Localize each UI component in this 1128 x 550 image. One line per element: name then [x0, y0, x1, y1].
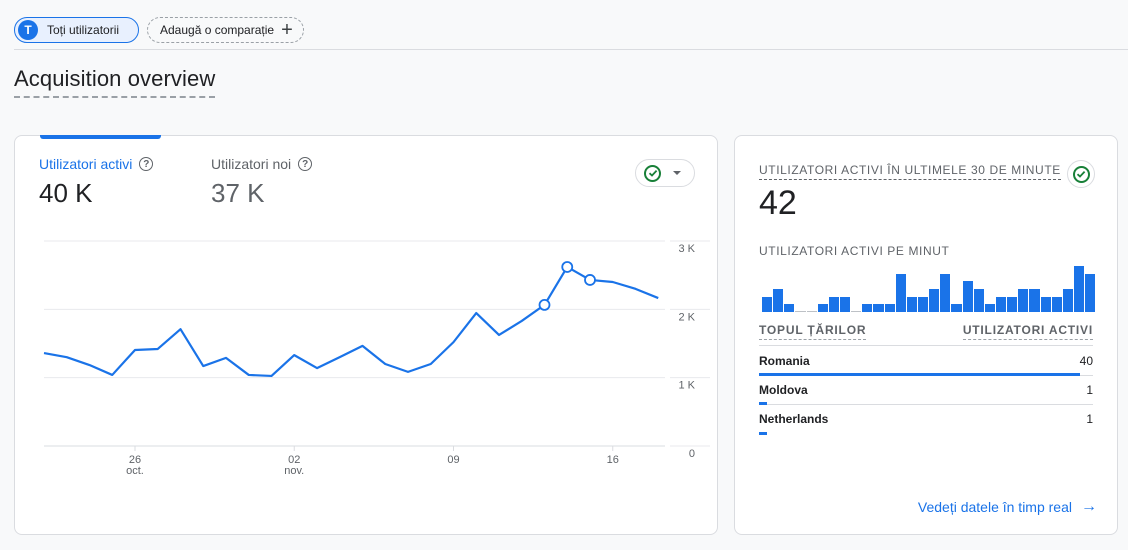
- country-name: Netherlands: [759, 412, 829, 426]
- minute-bar[interactable]: [1051, 296, 1062, 312]
- segment-avatar-icon: T: [18, 20, 38, 40]
- svg-text:16: 16: [607, 454, 619, 466]
- minute-bar[interactable]: [895, 273, 906, 312]
- realtime-value: 42: [759, 184, 797, 222]
- minute-bar[interactable]: [762, 296, 773, 312]
- minute-bar[interactable]: [839, 296, 851, 312]
- minute-bar[interactable]: [951, 304, 962, 312]
- share-bar: [759, 402, 768, 405]
- country-name: Romania: [759, 354, 810, 368]
- minute-bar[interactable]: [973, 289, 984, 312]
- minute-bar[interactable]: [995, 296, 1007, 312]
- minute-bar[interactable]: [795, 311, 806, 312]
- minute-bar[interactable]: [1085, 273, 1096, 312]
- metric-value: 37 K: [211, 178, 265, 208]
- svg-text:09: 09: [447, 454, 459, 466]
- page-title[interactable]: Acquisition overview: [14, 66, 216, 98]
- svg-text:3 K: 3 K: [678, 243, 695, 255]
- share-bar: [759, 373, 1080, 376]
- data-quality-status[interactable]: [1067, 160, 1095, 188]
- minute-bar[interactable]: [1018, 289, 1029, 312]
- view-realtime-label: Vedeți datele în timp real: [917, 499, 1072, 515]
- column-header-country[interactable]: TOPUL ȚĂRILOR: [759, 323, 867, 340]
- country-users: 40: [1079, 354, 1093, 368]
- highlighted-data-point[interactable]: [584, 274, 596, 286]
- realtime-card: UTILIZATORI ACTIVI ÎN ULTIMELE 30 DE MIN…: [734, 135, 1118, 535]
- minute-bar[interactable]: [1007, 296, 1018, 312]
- svg-text:0: 0: [689, 448, 695, 460]
- caret-down-icon: [673, 171, 681, 175]
- overview-card: Utilizatori activi ? 40 K Utilizatori no…: [14, 135, 718, 535]
- arrow-right-icon: →: [1081, 498, 1097, 515]
- header-divider: [14, 49, 1128, 50]
- metric-tab-active-users[interactable]: Utilizatori activi ? 40 K: [39, 156, 154, 209]
- country-name: Moldova: [759, 383, 808, 397]
- minute-bar[interactable]: [884, 304, 895, 312]
- help-icon[interactable]: ?: [298, 157, 313, 171]
- table-row[interactable]: Romania 40: [759, 347, 1093, 376]
- highlighted-data-point[interactable]: [561, 261, 574, 273]
- minute-bar[interactable]: [851, 311, 862, 312]
- minute-bar[interactable]: [984, 304, 995, 312]
- minute-bar[interactable]: [1040, 296, 1051, 312]
- share-bar: [759, 432, 768, 435]
- minute-bar[interactable]: [773, 289, 784, 312]
- data-quality-dropdown[interactable]: [635, 159, 695, 187]
- metric-label: Utilizatori noi: [211, 156, 292, 172]
- country-users: 1: [1086, 412, 1093, 426]
- plus-icon: +: [281, 19, 293, 41]
- minute-bar[interactable]: [806, 311, 817, 312]
- segment-chip-all-users[interactable]: T Toți utilizatorii: [14, 17, 139, 43]
- minute-bar[interactable]: [906, 296, 917, 312]
- check-circle-icon: [1072, 165, 1090, 183]
- svg-text:02: 02: [288, 454, 300, 466]
- metric-value: 40 K: [39, 178, 93, 208]
- svg-text:2 K: 2 K: [678, 311, 695, 323]
- minute-bar[interactable]: [784, 304, 795, 312]
- minute-bar[interactable]: [962, 281, 973, 312]
- highlighted-data-point[interactable]: [538, 298, 551, 311]
- metric-tab-new-users[interactable]: Utilizatori noi ? 37 K: [211, 156, 313, 209]
- view-realtime-link[interactable]: Vedeți datele în timp real →: [918, 498, 1097, 516]
- table-row[interactable]: Moldova 1: [759, 376, 1093, 405]
- svg-text:26: 26: [129, 454, 141, 466]
- selected-metric-indicator: [40, 135, 161, 139]
- realtime-title[interactable]: UTILIZATORI ACTIVI ÎN ULTIMELE 30 DE MIN…: [759, 163, 1061, 180]
- minute-bar[interactable]: [873, 304, 884, 312]
- minute-bar[interactable]: [940, 273, 951, 312]
- minute-bar[interactable]: [929, 289, 940, 312]
- countries-table-header: TOPUL ȚĂRILOR UTILIZATORI ACTIVI: [759, 323, 1093, 346]
- minute-bar[interactable]: [1029, 289, 1040, 312]
- metric-label: Utilizatori activi: [39, 156, 133, 172]
- per-minute-label: UTILIZATORI ACTIVI PE MINUT: [759, 244, 950, 258]
- minute-bar[interactable]: [917, 296, 929, 312]
- minute-bar[interactable]: [828, 296, 839, 312]
- minute-bar[interactable]: [862, 304, 873, 312]
- svg-text:1 K: 1 K: [678, 380, 695, 392]
- svg-text:oct.: oct.: [126, 465, 144, 477]
- add-comparison-label: Adaugă o comparație: [160, 23, 275, 37]
- segment-label: Toți utilizatorii: [47, 23, 120, 37]
- svg-text:nov.: nov.: [284, 465, 304, 477]
- add-comparison-button[interactable]: Adaugă o comparație +: [147, 17, 304, 43]
- minute-bar[interactable]: [1073, 266, 1085, 312]
- per-minute-bar-chart[interactable]: [762, 266, 1096, 312]
- countries-table: Romania 40 Moldova 1 Netherlands 1: [759, 347, 1093, 435]
- country-users: 1: [1086, 383, 1093, 397]
- check-circle-icon: [644, 164, 661, 182]
- minute-bar[interactable]: [817, 304, 828, 312]
- minute-bar[interactable]: [1062, 289, 1073, 312]
- table-row[interactable]: Netherlands 1: [759, 405, 1093, 435]
- column-header-users[interactable]: UTILIZATORI ACTIVI: [962, 323, 1093, 340]
- help-icon[interactable]: ?: [139, 157, 154, 171]
